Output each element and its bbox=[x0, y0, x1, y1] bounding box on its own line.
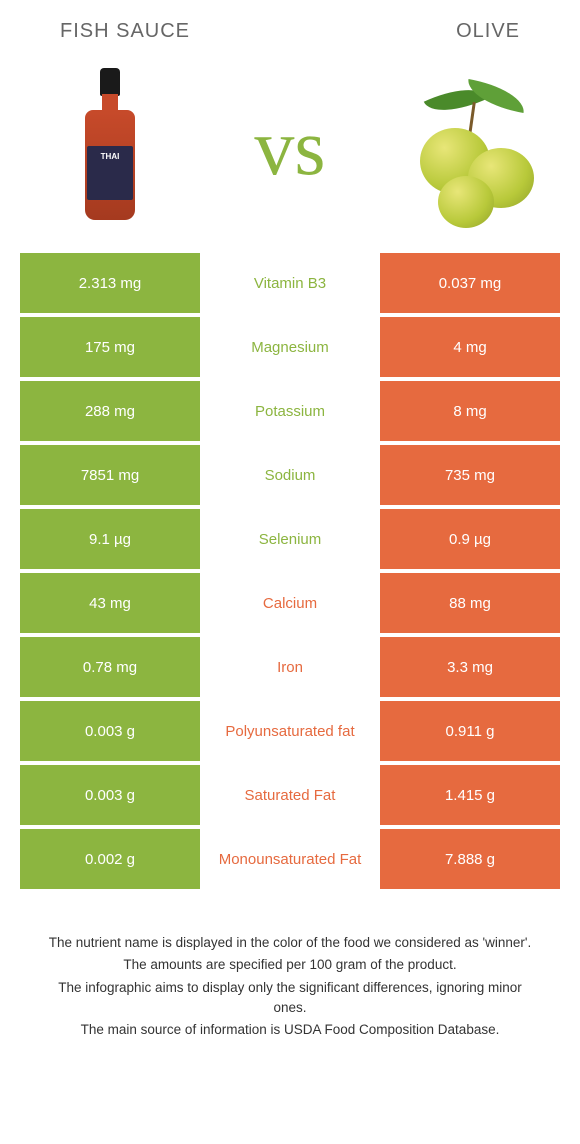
nutrient-name: Sodium bbox=[200, 445, 380, 509]
nutrient-name: Saturated Fat bbox=[200, 765, 380, 829]
right-value: 0.911 g bbox=[380, 701, 560, 765]
footer-line: The amounts are specified per 100 gram o… bbox=[40, 955, 540, 975]
footer-line: The infographic aims to display only the… bbox=[40, 978, 540, 1019]
footer-line: The main source of information is USDA F… bbox=[40, 1020, 540, 1040]
right-value: 735 mg bbox=[380, 445, 560, 509]
table-row: 0.003 gPolyunsaturated fat0.911 g bbox=[20, 701, 560, 765]
right-value: 1.415 g bbox=[380, 765, 560, 829]
hero-row: vs bbox=[0, 53, 580, 253]
fish-sauce-image bbox=[40, 68, 180, 228]
nutrient-name: Monounsaturated Fat bbox=[200, 829, 380, 893]
table-row: 9.1 µgSelenium0.9 µg bbox=[20, 509, 560, 573]
footer-notes: The nutrient name is displayed in the co… bbox=[0, 893, 580, 1040]
right-value: 88 mg bbox=[380, 573, 560, 637]
table-row: 43 mgCalcium88 mg bbox=[20, 573, 560, 637]
left-value: 9.1 µg bbox=[20, 509, 200, 573]
left-value: 43 mg bbox=[20, 573, 200, 637]
table-row: 0.002 gMonounsaturated Fat7.888 g bbox=[20, 829, 560, 893]
left-value: 175 mg bbox=[20, 317, 200, 381]
table-row: 2.313 mgVitamin B30.037 mg bbox=[20, 253, 560, 317]
right-value: 8 mg bbox=[380, 381, 560, 445]
table-row: 7851 mgSodium735 mg bbox=[20, 445, 560, 509]
header: Fish sauce Olive bbox=[0, 0, 580, 53]
title-right: Olive bbox=[456, 20, 520, 43]
left-value: 2.313 mg bbox=[20, 253, 200, 317]
right-value: 0.9 µg bbox=[380, 509, 560, 573]
vs-label: vs bbox=[254, 108, 325, 188]
left-value: 0.002 g bbox=[20, 829, 200, 893]
right-value: 4 mg bbox=[380, 317, 560, 381]
right-value: 0.037 mg bbox=[380, 253, 560, 317]
nutrient-name: Iron bbox=[200, 637, 380, 701]
table-row: 175 mgMagnesium4 mg bbox=[20, 317, 560, 381]
table-row: 0.003 gSaturated Fat1.415 g bbox=[20, 765, 560, 829]
nutrient-name: Vitamin B3 bbox=[200, 253, 380, 317]
left-value: 7851 mg bbox=[20, 445, 200, 509]
nutrient-name: Selenium bbox=[200, 509, 380, 573]
footer-line: The nutrient name is displayed in the co… bbox=[40, 933, 540, 953]
title-left: Fish sauce bbox=[60, 20, 190, 43]
left-value: 0.003 g bbox=[20, 765, 200, 829]
right-value: 7.888 g bbox=[380, 829, 560, 893]
nutrient-name: Potassium bbox=[200, 381, 380, 445]
right-value: 3.3 mg bbox=[380, 637, 560, 701]
comparison-table: 2.313 mgVitamin B30.037 mg175 mgMagnesiu… bbox=[20, 253, 560, 893]
nutrient-name: Calcium bbox=[200, 573, 380, 637]
left-value: 288 mg bbox=[20, 381, 200, 445]
left-value: 0.003 g bbox=[20, 701, 200, 765]
olive-image bbox=[400, 68, 540, 228]
table-row: 288 mgPotassium8 mg bbox=[20, 381, 560, 445]
left-value: 0.78 mg bbox=[20, 637, 200, 701]
nutrient-name: Polyunsaturated fat bbox=[200, 701, 380, 765]
nutrient-name: Magnesium bbox=[200, 317, 380, 381]
table-row: 0.78 mgIron3.3 mg bbox=[20, 637, 560, 701]
